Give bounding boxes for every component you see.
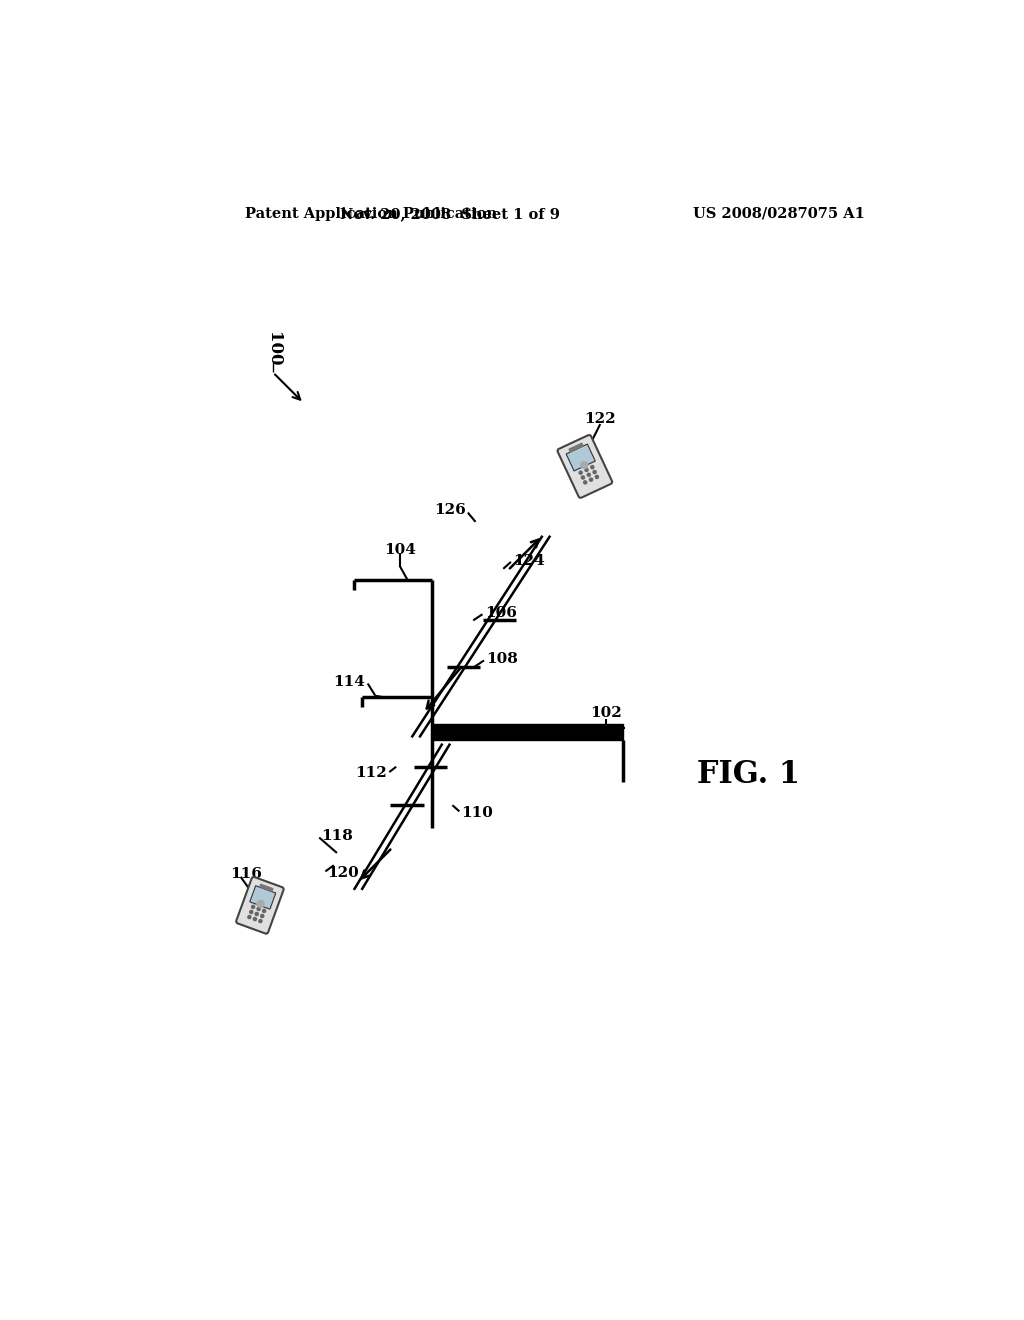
Text: 108: 108 <box>486 652 518 665</box>
Text: FIG. 1: FIG. 1 <box>696 759 800 789</box>
Text: 116: 116 <box>230 867 262 882</box>
Circle shape <box>585 469 588 471</box>
Circle shape <box>253 917 256 920</box>
Circle shape <box>582 477 585 479</box>
Text: 114: 114 <box>334 675 366 689</box>
Text: 110: 110 <box>462 807 494 820</box>
Circle shape <box>581 461 588 469</box>
Circle shape <box>257 900 264 908</box>
FancyBboxPatch shape <box>557 434 612 498</box>
Text: 126: 126 <box>434 503 466 517</box>
Circle shape <box>250 911 253 913</box>
Circle shape <box>595 475 598 478</box>
Circle shape <box>255 912 258 916</box>
Text: 122: 122 <box>585 412 616 425</box>
Bar <box>432 725 624 739</box>
Circle shape <box>252 906 255 908</box>
Text: 100: 100 <box>264 333 282 367</box>
Text: 120: 120 <box>328 866 359 880</box>
Circle shape <box>259 920 262 923</box>
FancyBboxPatch shape <box>237 876 284 933</box>
Text: 102: 102 <box>591 706 623 719</box>
Circle shape <box>593 470 596 474</box>
Circle shape <box>248 916 251 919</box>
Text: 124: 124 <box>513 554 545 568</box>
Text: Nov. 20, 2008  Sheet 1 of 9: Nov. 20, 2008 Sheet 1 of 9 <box>340 207 560 220</box>
FancyBboxPatch shape <box>250 886 275 909</box>
Text: 106: 106 <box>484 606 517 619</box>
Circle shape <box>590 478 593 482</box>
Bar <box>569 444 583 451</box>
Circle shape <box>591 466 594 469</box>
Text: US 2008/0287075 A1: US 2008/0287075 A1 <box>692 207 864 220</box>
Text: Patent Application Publication: Patent Application Publication <box>245 207 497 220</box>
Text: 104: 104 <box>384 543 416 557</box>
FancyBboxPatch shape <box>566 444 595 471</box>
Text: 112: 112 <box>355 766 387 780</box>
Circle shape <box>257 907 260 911</box>
Circle shape <box>580 471 583 474</box>
Circle shape <box>261 915 264 917</box>
Circle shape <box>584 480 587 484</box>
Circle shape <box>262 909 265 912</box>
Text: 118: 118 <box>322 829 353 843</box>
Circle shape <box>587 474 590 477</box>
Bar <box>260 884 272 891</box>
